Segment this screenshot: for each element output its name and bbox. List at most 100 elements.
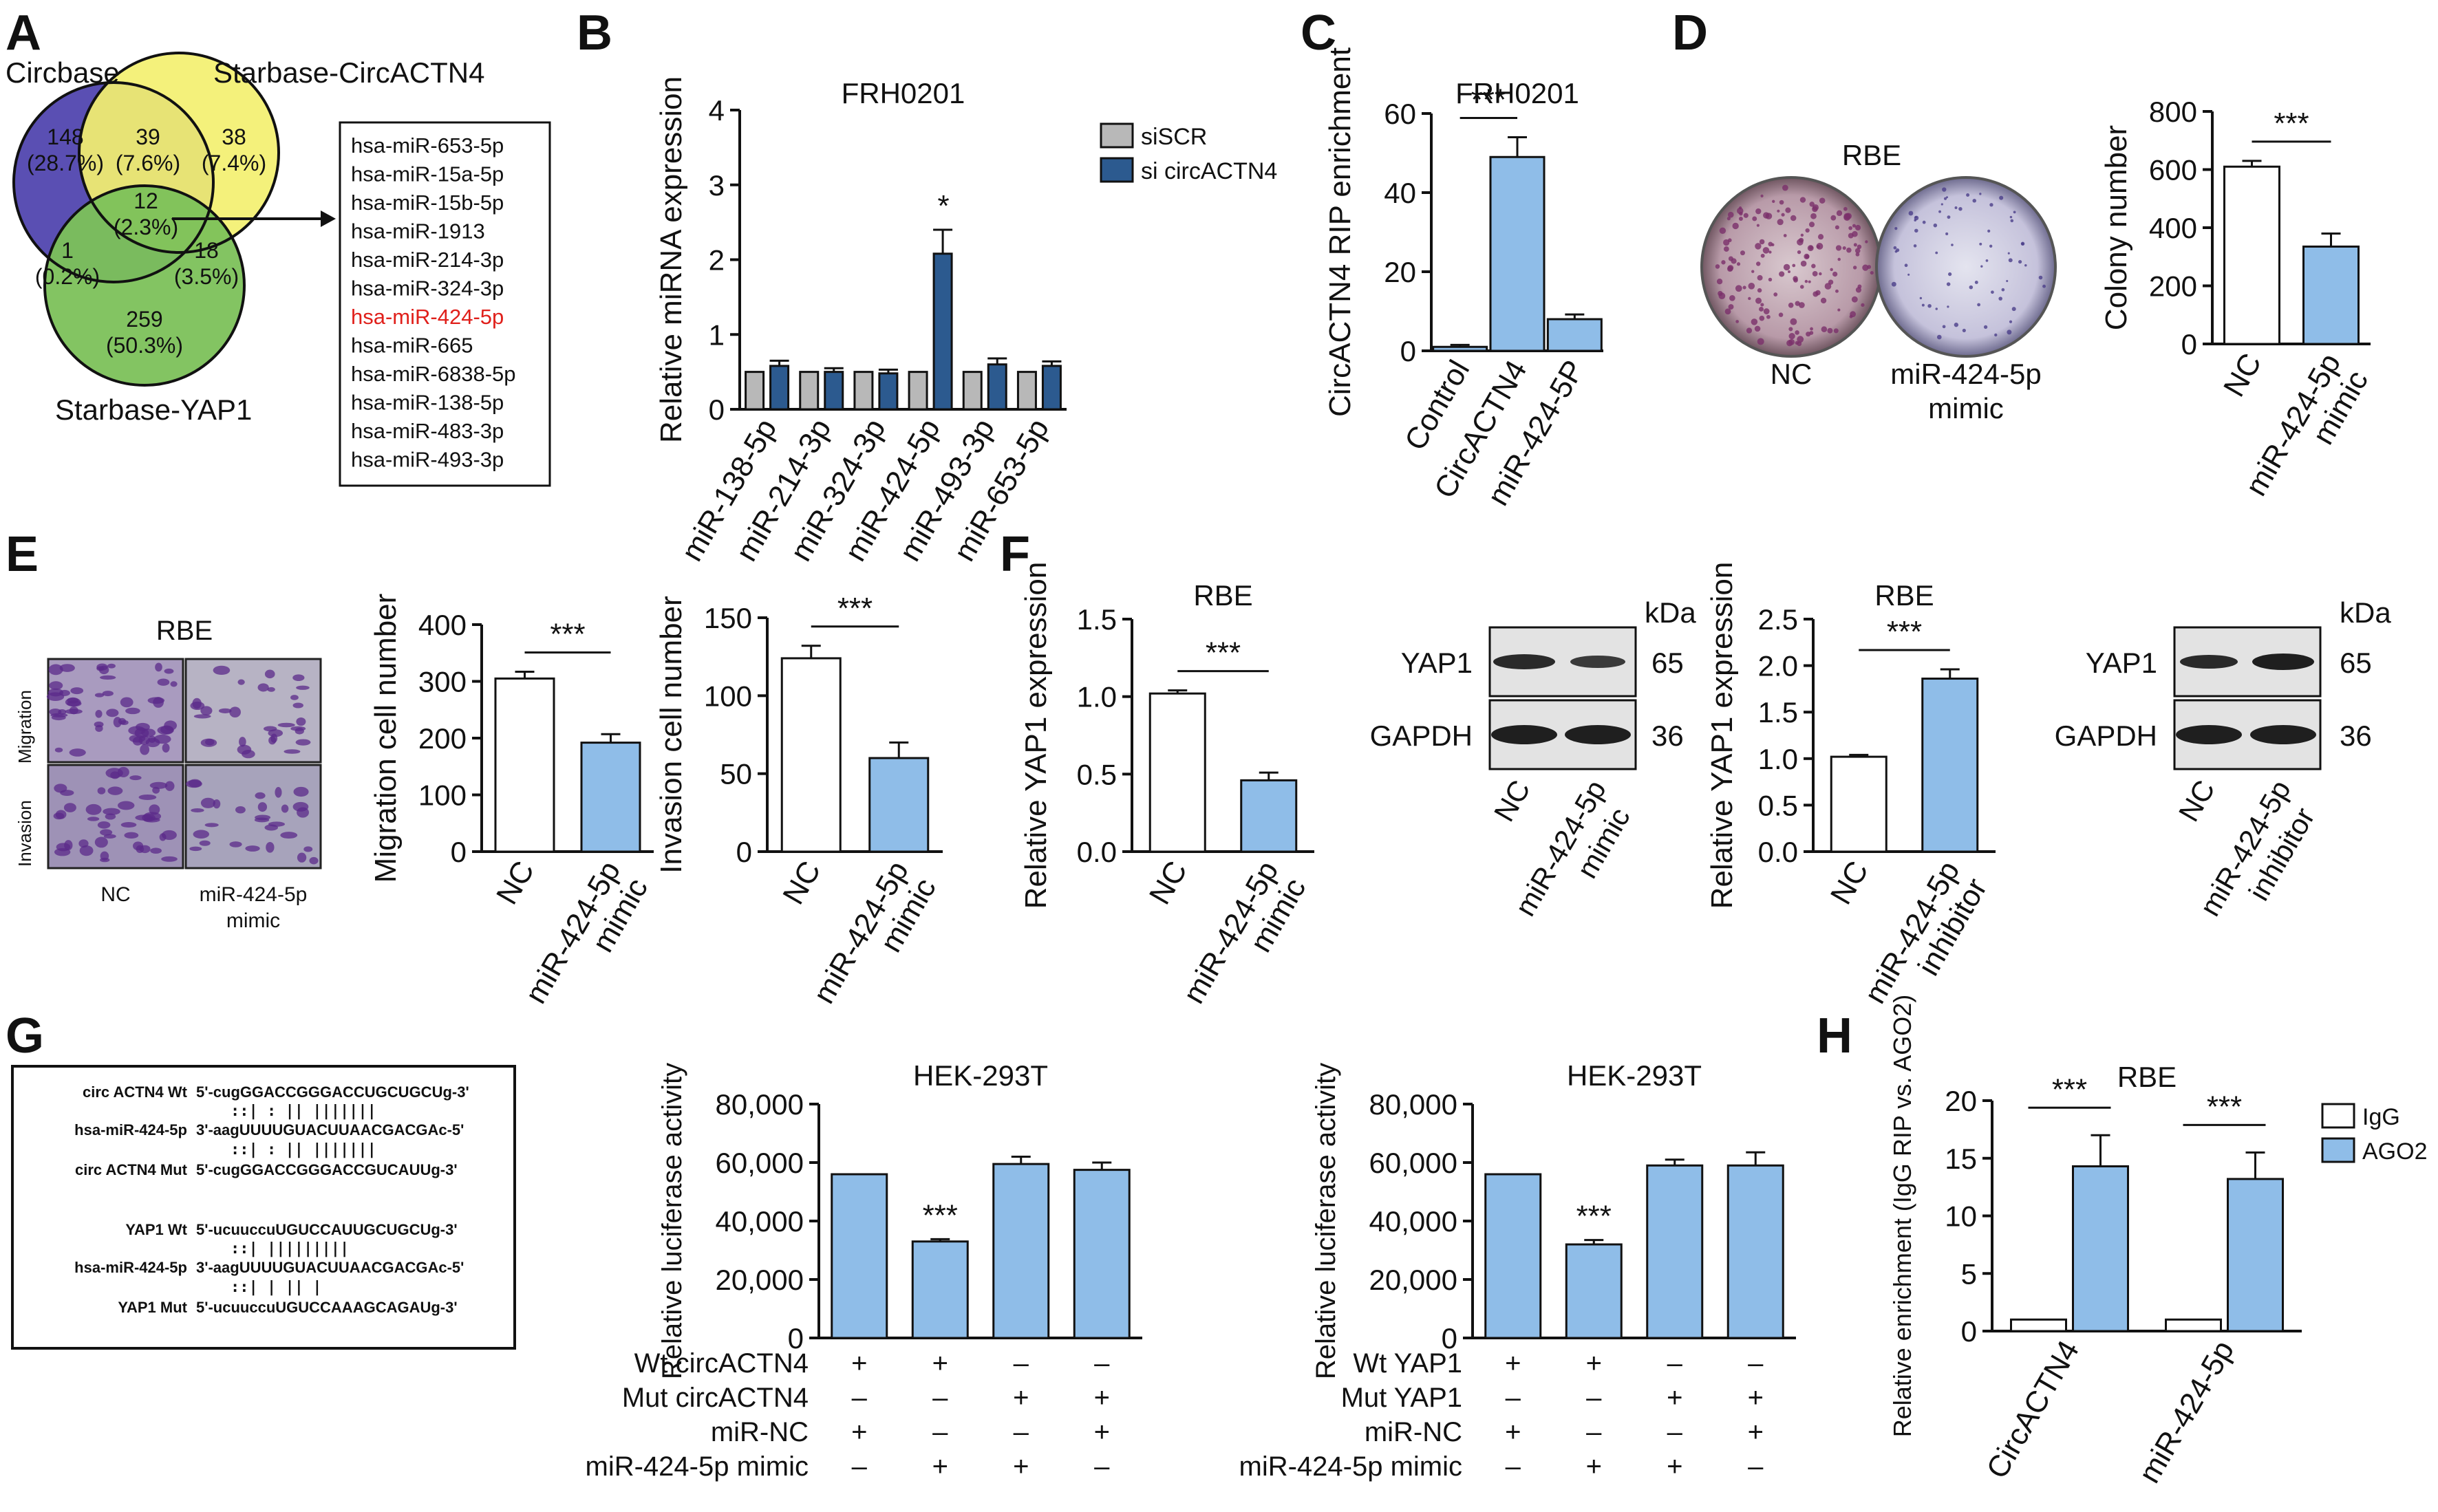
legend-label: IgG xyxy=(2362,1104,2400,1130)
y-tick-label: 400 xyxy=(418,609,467,641)
condition-label: Mut circACTN4 xyxy=(622,1383,809,1413)
condition-label: miR-NC xyxy=(1365,1417,1462,1447)
condition-mark: – xyxy=(1014,1348,1029,1379)
bar xyxy=(987,363,1007,411)
bar xyxy=(962,371,983,411)
y-tick-label: 50 xyxy=(720,758,752,790)
y-tick-label: 150 xyxy=(704,602,752,634)
significance-label: *** xyxy=(1206,636,1241,670)
image-title: RBE xyxy=(156,616,213,646)
venn-pct: (3.5%) xyxy=(174,264,239,289)
y-tick-label: 15 xyxy=(1945,1143,1977,1175)
condition-table-circactn4: Wt circACTN4 + + – – Mut circACTN4 – – + + miR-NC +… xyxy=(586,1348,1111,1482)
sequence-label: hsa-miR-424-5p xyxy=(74,1121,187,1138)
y-tick-label: 300 xyxy=(418,666,467,698)
bar xyxy=(853,371,874,411)
venn-count: 12 xyxy=(133,188,158,213)
condition-mark: – xyxy=(932,1383,948,1413)
x-tick-label: NC xyxy=(490,856,541,911)
y-axis-label: Relative luciferase activity xyxy=(657,1063,687,1379)
legend-swatch xyxy=(1100,157,1134,183)
venn-pct: (0.2%) xyxy=(35,264,100,289)
bar xyxy=(1484,1173,1542,1339)
y-tick-label: 2.5 xyxy=(1758,603,1798,636)
chart-h: 0 5 10 15 20 Relative enrichment (IgG RIP vs.… xyxy=(1888,995,2427,1489)
band-label: GAPDH xyxy=(1370,720,1473,752)
condition-label: miR-424-5p mimic xyxy=(586,1451,809,1482)
chart-title: RBE xyxy=(2117,1061,2177,1093)
mirna-list-item: hsa-miR-653-5p xyxy=(351,133,504,158)
condition-mark: + xyxy=(1505,1348,1521,1379)
x-tick-label: NC xyxy=(776,856,827,911)
y-tick-label: 4 xyxy=(709,94,725,127)
y-tick-label: 2 xyxy=(709,244,725,277)
y-tick-label: 1.5 xyxy=(1758,696,1798,728)
panel-f: F 0.0 0.5 1.0 1.5 Relative YAP1 expression RB… xyxy=(1000,527,2391,1009)
condition-mark: + xyxy=(1094,1417,1110,1447)
y-tick-label: 0.0 xyxy=(1077,836,1117,868)
image-label: NC xyxy=(100,883,130,906)
panel-letter-a: A xyxy=(6,6,41,61)
panel-e: E RBE Invasion Migration NC miR-424-5p m… xyxy=(6,527,943,1009)
y-tick-label: 0.0 xyxy=(1758,836,1798,868)
venn-label-starbase-yap1: Starbase-YAP1 xyxy=(55,393,252,426)
condition-mark: + xyxy=(932,1451,948,1482)
condition-mark: + xyxy=(932,1348,948,1379)
bar xyxy=(831,1173,888,1339)
y-tick-label: 60 xyxy=(1384,98,1416,130)
y-tick-label: 20 xyxy=(1384,256,1416,288)
venn-label-starbase-circactn4: Starbase-CircACTN4 xyxy=(213,56,484,89)
venn-label-circbase: Circbase xyxy=(6,56,120,89)
kda-label: kDa xyxy=(1645,596,1696,629)
bar xyxy=(1646,1164,1704,1339)
y-tick-label: 20,000 xyxy=(716,1264,804,1296)
bar xyxy=(824,371,844,411)
condition-mark: + xyxy=(1667,1383,1682,1413)
chart-title: HEK-293T xyxy=(1567,1059,1702,1092)
mirna-list-item: hsa-miR-15b-5p xyxy=(351,191,504,215)
y-tick-label: 40 xyxy=(1384,177,1416,209)
significance-label: *** xyxy=(550,617,585,651)
bar xyxy=(1041,365,1062,411)
x-tick-label: NC xyxy=(1143,856,1194,911)
bar xyxy=(1016,371,1037,411)
y-tick-label: 200 xyxy=(2149,270,2197,303)
bar xyxy=(908,371,928,411)
mirna-list: hsa-miR-653-5p hsa-miR-15a-5p hsa-miR-15b-… xyxy=(351,133,516,472)
condition-mark: + xyxy=(1013,1383,1029,1413)
panel-d: D RBE NC miR-424-5p mimic 0 200 400 600 800 C… xyxy=(1672,6,2375,501)
condition-mark: – xyxy=(1506,1451,1521,1482)
mirna-list-item: hsa-miR-15a-5p xyxy=(351,162,504,186)
panel-letter-f: F xyxy=(1000,527,1030,582)
venn-pct: (28.7%) xyxy=(27,151,104,175)
significance-label: *** xyxy=(2052,1072,2087,1106)
band-size: 36 xyxy=(1651,720,1684,752)
row-label: Invasion xyxy=(14,800,35,867)
plate-label: miR-424-5p xyxy=(1890,358,2041,390)
y-tick-label: 600 xyxy=(2149,154,2197,186)
base-pairing: ::| : || ||||||| xyxy=(231,1103,376,1120)
y-tick-label: 0 xyxy=(709,393,725,426)
y-tick-label: 100 xyxy=(418,779,467,812)
condition-mark: + xyxy=(1748,1417,1764,1447)
chart-title: RBE xyxy=(1874,579,1934,612)
chart-title: HEK-293T xyxy=(913,1059,1048,1092)
condition-mark: – xyxy=(1094,1348,1110,1379)
condition-mark: – xyxy=(1094,1451,1110,1482)
base-pairing: ::| : || ||||||| xyxy=(231,1141,376,1158)
condition-mark: + xyxy=(851,1417,867,1447)
y-tick-label: 1.5 xyxy=(1077,603,1117,636)
condition-label: Wt YAP1 xyxy=(1353,1348,1462,1379)
condition-mark: + xyxy=(1505,1417,1521,1447)
bar xyxy=(2223,165,2280,345)
panel-c: C 0 20 40 60 CircACTN4 RIP enrichment FRH0201… xyxy=(1301,6,1603,511)
condition-mark: – xyxy=(1586,1417,1602,1447)
bar xyxy=(992,1163,1050,1339)
panel-a: A Circbase Starbase-CircACTN4 Starbase-Y… xyxy=(6,6,551,487)
condition-table-yap1: Wt YAP1 + + – – Mut YAP1 – – + + miR-NC + – – + miR-424… xyxy=(1239,1348,1764,1482)
venn-count: 259 xyxy=(126,307,162,332)
sequence: 5'-ucuuccuUGUCCAUUGCUGCUg-3' xyxy=(196,1221,458,1238)
panel-letter-e: E xyxy=(6,527,39,582)
bar xyxy=(1489,155,1546,352)
